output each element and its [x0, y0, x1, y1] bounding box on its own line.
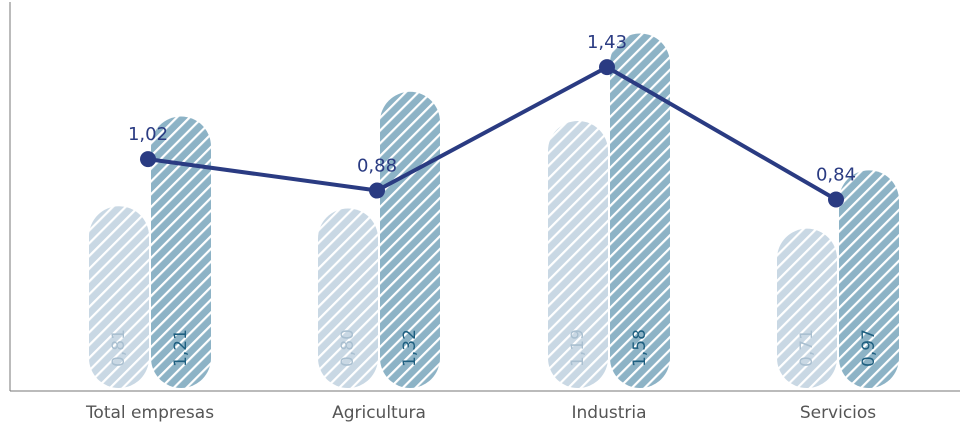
line-value-label: 1,43 [587, 32, 627, 53]
bar-light-0 [89, 206, 149, 388]
bar-value-label: 1,21 [171, 329, 191, 367]
bar-value-label: 0,71 [797, 329, 817, 367]
line-layer [140, 59, 844, 208]
bar-light-1 [318, 208, 378, 388]
line-value-label: 1,02 [128, 124, 168, 145]
bar-light-2 [548, 120, 608, 388]
bar-light-3 [777, 228, 837, 388]
bar-value-label: 0,97 [859, 329, 879, 367]
category-label: Industria [571, 403, 646, 423]
bar-dark-3 [839, 170, 899, 388]
trend-line [146, 65, 838, 202]
bar-value-label: 1,58 [630, 329, 650, 367]
line-point [599, 59, 615, 76]
category-label: Servicios [800, 403, 876, 423]
labels-layer: 0,81 1,21 Total empresas 0,80 1,32 Agricultur… [85, 32, 879, 423]
bar-value-label: 0,80 [338, 329, 358, 367]
bar-dark-0 [151, 116, 211, 389]
category-label: Total empresas [85, 403, 214, 423]
bar-value-label: 1,19 [568, 329, 588, 367]
bars-layer [89, 33, 899, 389]
bar-dark-2 [610, 33, 670, 389]
line-value-label: 0,84 [816, 165, 856, 186]
line-point [369, 182, 385, 199]
line-point [140, 151, 156, 168]
line-value-label: 0,88 [357, 156, 397, 177]
bar-value-label: 1,32 [400, 329, 420, 367]
bar-value-label: 0,81 [109, 329, 129, 367]
category-label: Agricultura [332, 403, 426, 423]
line-point [828, 191, 844, 208]
